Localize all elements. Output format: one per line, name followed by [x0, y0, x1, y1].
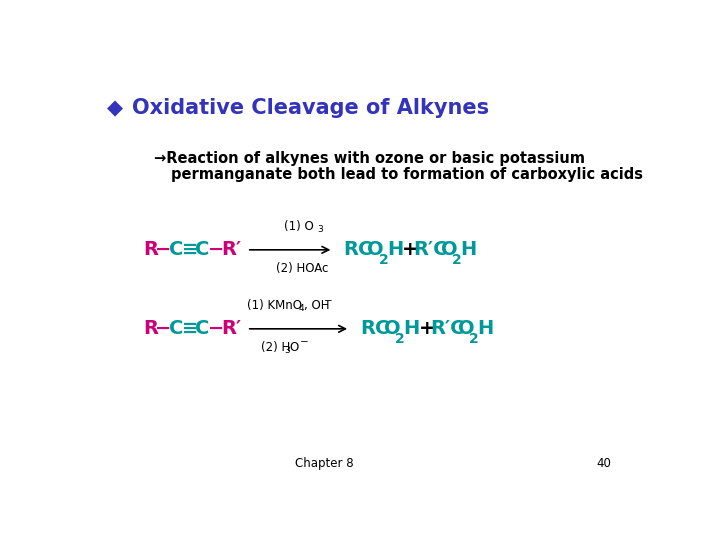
Text: (1) KMnO: (1) KMnO: [247, 300, 302, 313]
Text: H: H: [461, 240, 477, 259]
Text: C: C: [169, 240, 184, 259]
Text: R: R: [143, 319, 158, 339]
Text: O: O: [384, 319, 401, 339]
Text: Oxidative Cleavage of Alkynes: Oxidative Cleavage of Alkynes: [132, 98, 489, 118]
Text: +: +: [418, 319, 435, 339]
Text: C: C: [195, 319, 210, 339]
Text: −: −: [208, 319, 224, 339]
Text: H: H: [477, 319, 493, 339]
Text: −: −: [156, 240, 171, 259]
Text: R′: R′: [222, 240, 242, 259]
Text: RC: RC: [343, 240, 373, 259]
Text: −: −: [324, 295, 333, 306]
Text: ≡: ≡: [181, 240, 198, 259]
Text: (1) O: (1) O: [284, 220, 314, 233]
Text: 2: 2: [469, 332, 479, 346]
Text: 3: 3: [317, 225, 323, 234]
Text: −: −: [300, 337, 309, 347]
Text: C: C: [169, 319, 184, 339]
Text: →Reaction of alkynes with ozone or basic potassium: →Reaction of alkynes with ozone or basic…: [154, 151, 585, 166]
Text: RC: RC: [360, 319, 390, 339]
Text: O: O: [367, 240, 384, 259]
Text: R′C: R′C: [430, 319, 464, 339]
Text: O: O: [441, 240, 458, 259]
Text: 3: 3: [284, 346, 290, 355]
Text: permanganate both lead to formation of carboxylic acids: permanganate both lead to formation of c…: [171, 167, 643, 183]
Text: −: −: [156, 319, 171, 339]
Text: (2) HOAc: (2) HOAc: [276, 262, 328, 275]
Text: 2: 2: [395, 332, 405, 346]
Text: H: H: [404, 319, 420, 339]
Text: 2: 2: [452, 253, 462, 267]
Text: H: H: [387, 240, 403, 259]
Text: C: C: [195, 240, 210, 259]
Text: +: +: [402, 240, 418, 259]
Text: R′C: R′C: [413, 240, 448, 259]
Text: 40: 40: [596, 457, 611, 470]
Text: 4: 4: [298, 305, 304, 313]
Text: Chapter 8: Chapter 8: [295, 457, 354, 470]
Text: O: O: [458, 319, 474, 339]
Text: ≡: ≡: [181, 319, 198, 339]
Text: R′: R′: [222, 319, 242, 339]
Text: 2: 2: [379, 253, 388, 267]
Text: O: O: [289, 341, 299, 354]
Text: R: R: [143, 240, 158, 259]
Text: −: −: [208, 240, 224, 259]
Text: , OH: , OH: [305, 300, 330, 313]
Text: (2) H: (2) H: [261, 341, 290, 354]
Text: ◆: ◆: [107, 98, 123, 118]
